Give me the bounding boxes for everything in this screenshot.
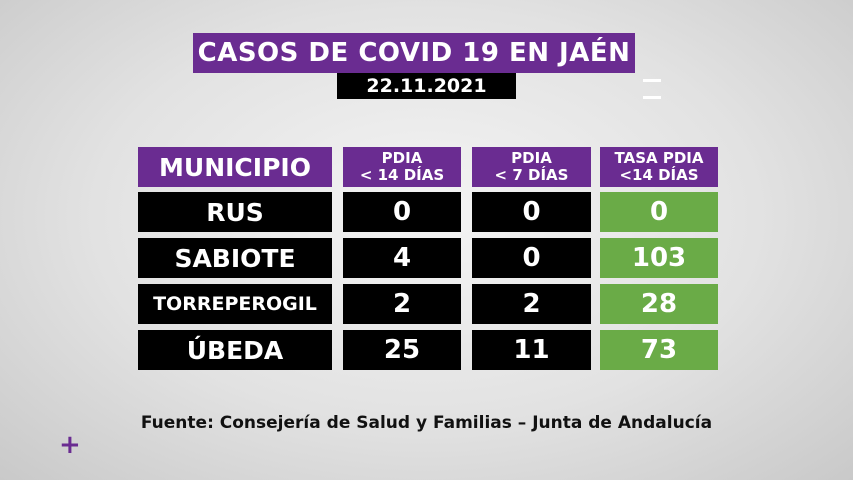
cell: 4 xyxy=(343,238,461,278)
column-header-line: < 7 DÍAS xyxy=(494,166,569,184)
row-label: RUS xyxy=(138,192,332,232)
cell: 0 xyxy=(472,192,591,232)
cell: 2 xyxy=(343,284,461,324)
cell: 28 xyxy=(600,284,718,324)
cell: 2 xyxy=(472,284,591,324)
column-header-line: < 14 DÍAS xyxy=(359,166,445,184)
column-header-line: PDIA xyxy=(511,149,552,167)
row-label: ÚBEDA xyxy=(138,330,332,370)
cell: 0 xyxy=(600,192,718,232)
cell: 11 xyxy=(472,330,591,370)
column-header: PDIA < 14 DÍAS xyxy=(343,147,461,187)
column-header-line: PDIA xyxy=(381,149,423,167)
row-label: TORREPEROGIL xyxy=(138,284,332,324)
cell: 0 xyxy=(472,238,591,278)
decoration xyxy=(643,96,661,99)
column-header-line: TASA PDIA xyxy=(614,149,704,167)
decoration: + xyxy=(59,430,81,460)
column-header: PDIA < 7 DÍAS xyxy=(472,147,591,187)
cell: 0 xyxy=(343,192,461,232)
title: CASOS DE COVID 19 EN JAÉN xyxy=(193,33,635,73)
column-header: TASA PDIA <14 DÍAS xyxy=(600,147,718,187)
row-label: SABIOTE xyxy=(138,238,332,278)
cell: 25 xyxy=(343,330,461,370)
column-header: MUNICIPIO xyxy=(138,147,332,187)
column-header-line: <14 DÍAS xyxy=(619,166,699,184)
decoration xyxy=(643,79,661,82)
cell: 103 xyxy=(600,238,718,278)
column-header-line: MUNICIPIO xyxy=(159,152,311,182)
source: Fuente: Consejería de Salud y Familias –… xyxy=(140,413,713,433)
date: 22.11.2021 xyxy=(337,73,516,99)
cell: 73 xyxy=(600,330,718,370)
